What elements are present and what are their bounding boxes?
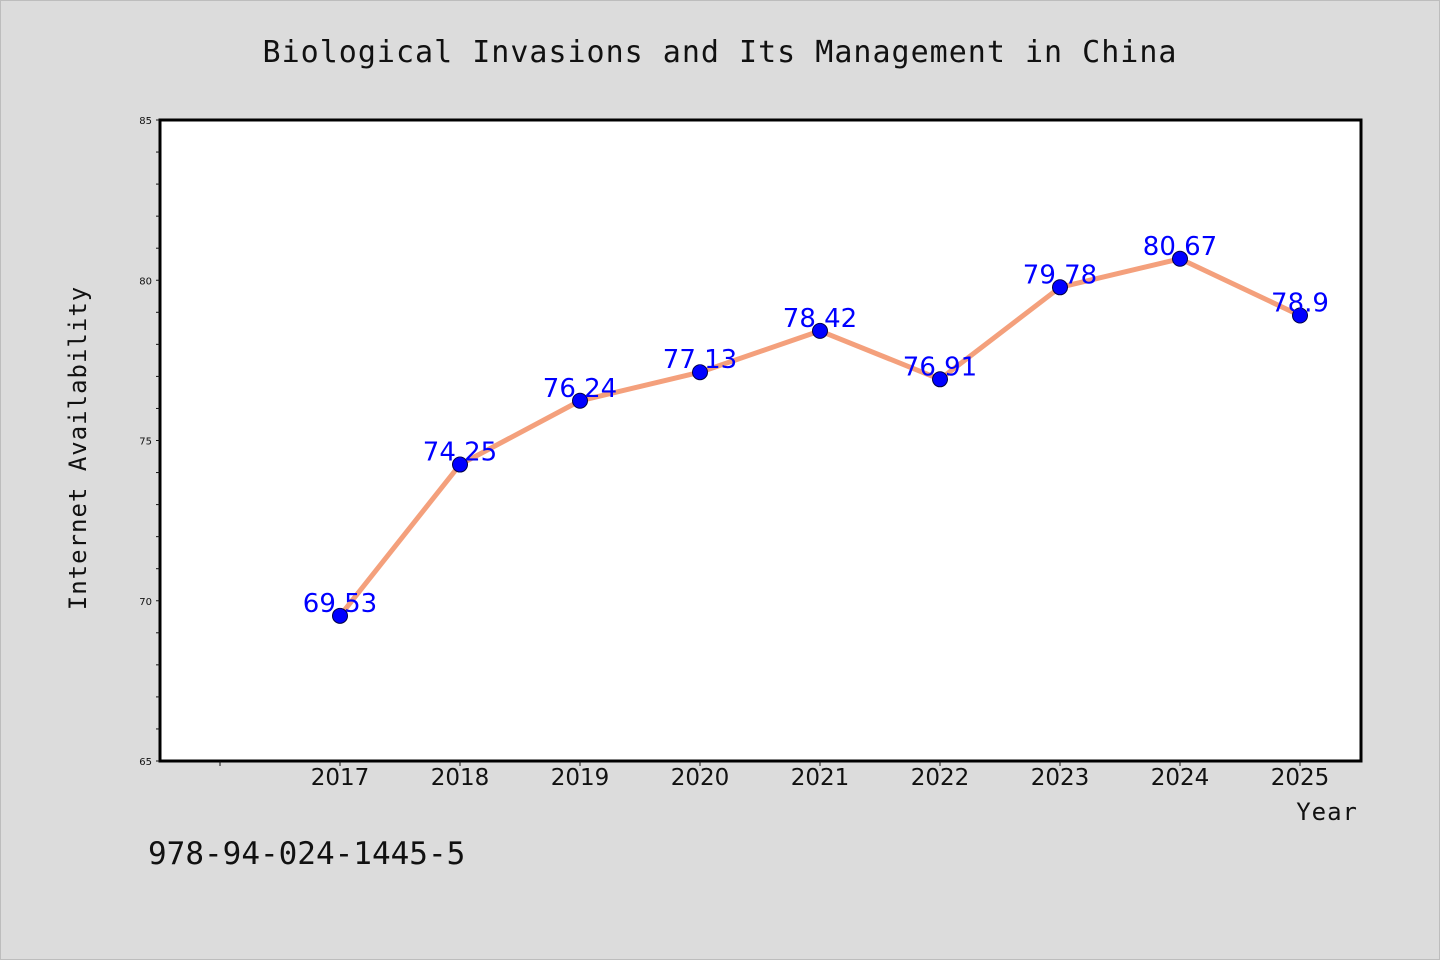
data-label: 78.42: [783, 304, 857, 334]
x-tick-label: 2025: [1271, 765, 1330, 791]
y-tick-label: 65: [139, 757, 152, 768]
x-tick-label: 2019: [551, 765, 610, 791]
data-label: 77.13: [663, 345, 737, 375]
y-tick-label: 75: [139, 437, 152, 448]
x-axis-label: Year: [1296, 798, 1358, 826]
data-labels-layer: 69.53 74.25 76.24 77.13 78.42 76.91 79.78 80.67…: [303, 232, 1329, 619]
x-tick-label: 2018: [431, 765, 490, 791]
data-label: 80.67: [1143, 232, 1217, 262]
data-label: 79.78: [1023, 260, 1097, 290]
x-tick-label: 2023: [1031, 765, 1090, 791]
data-label: 74.25: [423, 438, 497, 468]
data-point: [932, 371, 948, 388]
data-point: [1052, 279, 1068, 296]
data-label: 76.91: [903, 352, 977, 382]
x-tick-label: 2024: [1151, 765, 1210, 791]
data-point: [332, 607, 348, 624]
data-point: [1292, 307, 1308, 324]
y-tick-label: 85: [139, 116, 152, 127]
data-point: [572, 392, 588, 409]
data-point: [1172, 250, 1188, 267]
x-tick-label: 2022: [911, 765, 970, 791]
x-tick-label: 2020: [671, 765, 730, 791]
data-label: 78.9: [1271, 289, 1329, 319]
footer-code: 978-94-024-1445-5: [148, 836, 465, 872]
data-point: [452, 456, 468, 473]
data-point: [692, 364, 708, 381]
x-tick-label: 2017: [311, 765, 370, 791]
data-label: 69.53: [303, 589, 377, 619]
data-label: 76.24: [543, 374, 617, 404]
axis-ticks: 65 70 75 80 85 2017 2018 2019 2020 2021 2022 2023 20…: [139, 116, 1329, 791]
plot-area: [158, 118, 1363, 763]
x-tick-label: 2021: [791, 765, 850, 791]
data-point: [812, 322, 828, 339]
y-tick-label: 70: [139, 597, 152, 608]
series-layer: [332, 250, 1308, 624]
y-tick-label: 80: [139, 276, 152, 287]
y-axis-label: Internet Availability: [64, 286, 92, 610]
chart-title: Biological Invasions and Its Management …: [263, 35, 1178, 70]
